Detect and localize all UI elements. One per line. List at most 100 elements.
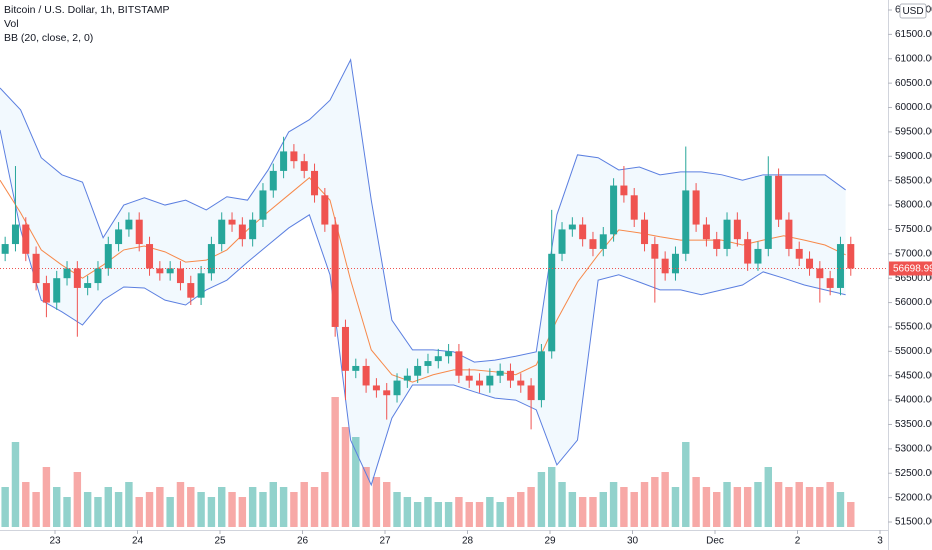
volume-bar	[816, 487, 824, 527]
volume-bar	[145, 492, 154, 527]
candle-body	[641, 219, 649, 245]
y-tick-label: 51500.00	[895, 517, 932, 528]
candle-body	[166, 268, 174, 274]
candle-body	[548, 253, 556, 352]
volume-bar	[661, 472, 669, 527]
volume-bar	[774, 482, 783, 527]
volume-bar	[94, 497, 102, 527]
band-middle	[0, 177, 846, 383]
x-tick-label: 30	[627, 536, 639, 547]
volume-bar	[609, 482, 618, 527]
volume-bar	[176, 482, 185, 527]
volume-bar	[22, 482, 30, 527]
last-price-label: 56698.99	[893, 264, 932, 275]
y-tick-label: 52500.00	[895, 468, 932, 479]
candle-body	[311, 170, 319, 196]
volume-bar	[723, 482, 731, 527]
candle-body	[228, 219, 236, 225]
candle-body	[836, 244, 844, 288]
candle-body	[176, 268, 184, 284]
volume-bar	[754, 482, 762, 527]
volume-bar	[259, 492, 267, 527]
candle-body	[713, 239, 721, 249]
candle-body	[816, 268, 824, 279]
volume-bar	[125, 482, 133, 527]
indicator-label: BB (20, close, 2, 0)	[4, 32, 93, 44]
volume-bar	[42, 467, 51, 527]
candle-body	[42, 283, 50, 303]
candle-body	[362, 365, 370, 386]
volume-bar	[279, 487, 288, 527]
volume-bar	[187, 487, 195, 527]
volume-bar	[290, 492, 298, 527]
x-tick-label: 28	[462, 536, 474, 547]
candle-body	[775, 175, 783, 220]
last-price-badge	[889, 261, 932, 276]
candle-body	[331, 224, 339, 327]
candle-body	[558, 229, 566, 254]
x-tick-label: 24	[132, 536, 144, 547]
volume-bar	[630, 492, 638, 527]
volume-bar	[578, 497, 587, 527]
volume-bar	[238, 497, 247, 527]
x-tick-label: 25	[214, 536, 226, 547]
volume-bar	[713, 492, 721, 527]
volume-bar	[135, 497, 143, 527]
volume-bar	[383, 482, 391, 527]
candle-body	[754, 248, 762, 264]
volume-bar	[321, 472, 329, 527]
candle-body	[434, 356, 442, 362]
candle-body	[11, 224, 19, 245]
y-tick-label: 56000.00	[895, 297, 932, 308]
currency-badge[interactable]	[899, 3, 927, 19]
volume-bar	[847, 502, 855, 527]
y-tick-label: 54500.00	[895, 370, 932, 381]
x-tick-label: 29	[544, 536, 556, 547]
candle-body	[630, 195, 638, 220]
y-tick-label: 60000.00	[895, 102, 932, 113]
volume-bar	[506, 497, 515, 527]
candle-body	[372, 385, 380, 391]
candle-body	[94, 268, 102, 284]
volume-bar	[53, 487, 61, 527]
y-tick-label: 54000.00	[895, 395, 932, 406]
volume-bar	[73, 472, 82, 527]
candle-body	[744, 239, 752, 264]
volume-bar	[475, 502, 484, 527]
volume-bar	[197, 492, 205, 527]
volume-bar	[599, 492, 607, 527]
y-tick-label: 52000.00	[895, 492, 932, 503]
volume-bar	[248, 487, 257, 527]
volume-bar	[393, 492, 401, 527]
volume-bar	[269, 482, 277, 527]
currency-label[interactable]: USD	[902, 6, 923, 17]
candle-body	[455, 351, 463, 376]
volume-bar	[104, 487, 112, 527]
candle-body	[84, 283, 92, 288]
candle-body	[115, 229, 123, 245]
candle-body	[187, 283, 195, 298]
candle-body	[537, 351, 545, 401]
candle-body	[486, 375, 494, 386]
candle-body	[527, 385, 535, 401]
x-tick-label: Dec	[706, 536, 724, 547]
volume-bar	[300, 482, 308, 527]
volume-bar	[207, 497, 216, 527]
candle-body	[589, 239, 597, 249]
candle-body	[764, 175, 772, 249]
volume-bar	[671, 487, 680, 527]
volume-bar	[826, 482, 834, 527]
x-tick-label: 23	[49, 536, 61, 547]
volume-bar	[558, 482, 566, 527]
candle-body	[651, 244, 659, 259]
candle-body	[795, 248, 803, 259]
candle-body	[352, 365, 360, 371]
candle-body	[249, 219, 257, 240]
y-tick-label: 59000.00	[895, 151, 932, 162]
candle-body	[847, 244, 855, 269]
y-tick-label: 59500.00	[895, 127, 932, 138]
candle-body	[383, 390, 391, 396]
candle-body	[146, 244, 154, 269]
volume-bar	[331, 397, 339, 527]
